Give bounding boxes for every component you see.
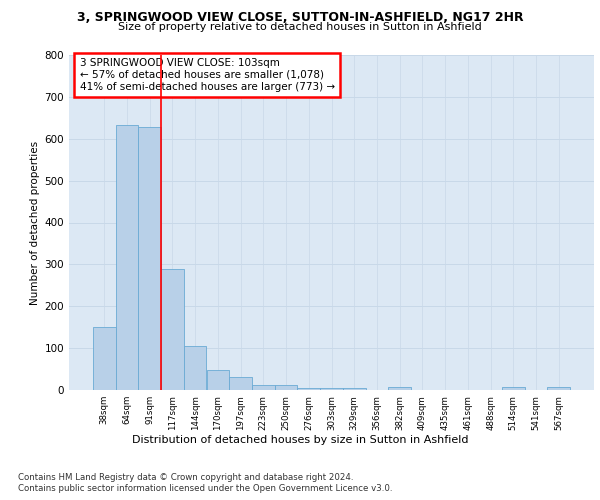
Text: Contains HM Land Registry data © Crown copyright and database right 2024.: Contains HM Land Registry data © Crown c… <box>18 472 353 482</box>
Bar <box>252 385 275 390</box>
Bar <box>229 378 252 390</box>
Bar <box>502 386 524 390</box>
Text: Contains public sector information licensed under the Open Government Licence v3: Contains public sector information licen… <box>18 484 392 493</box>
Bar <box>388 386 411 390</box>
Text: Size of property relative to detached houses in Sutton in Ashfield: Size of property relative to detached ho… <box>118 22 482 32</box>
Bar <box>275 385 298 390</box>
Bar <box>298 388 320 390</box>
Bar <box>184 346 206 390</box>
Bar <box>547 386 570 390</box>
Bar <box>343 388 365 390</box>
Bar <box>206 370 229 390</box>
Bar <box>161 270 184 390</box>
Bar <box>116 126 139 390</box>
Bar <box>139 128 161 390</box>
Text: 3 SPRINGWOOD VIEW CLOSE: 103sqm
← 57% of detached houses are smaller (1,078)
41%: 3 SPRINGWOOD VIEW CLOSE: 103sqm ← 57% of… <box>79 58 335 92</box>
Bar <box>93 327 116 390</box>
Text: 3, SPRINGWOOD VIEW CLOSE, SUTTON-IN-ASHFIELD, NG17 2HR: 3, SPRINGWOOD VIEW CLOSE, SUTTON-IN-ASHF… <box>77 11 523 24</box>
Y-axis label: Number of detached properties: Number of detached properties <box>31 140 40 304</box>
Bar <box>320 388 343 390</box>
Text: Distribution of detached houses by size in Sutton in Ashfield: Distribution of detached houses by size … <box>132 435 468 445</box>
